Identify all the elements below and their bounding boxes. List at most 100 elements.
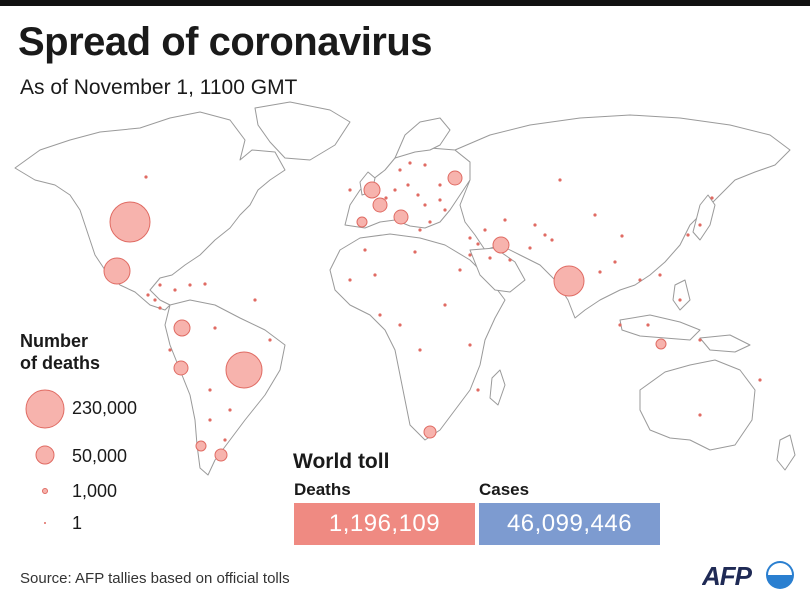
country-death-dot xyxy=(508,258,512,262)
country-death-bubble xyxy=(103,257,131,285)
country-death-dot xyxy=(158,283,162,287)
legend-item-large: 230,000 xyxy=(0,388,200,429)
country-death-dot xyxy=(686,233,690,237)
country-death-dot xyxy=(528,246,532,250)
country-death-dot xyxy=(416,193,420,197)
legend-item-medium: 50,000 xyxy=(0,443,200,483)
legend-bubble-1000 xyxy=(42,488,48,494)
page-title: Spread of coronavirus xyxy=(18,20,433,64)
country-death-bubble xyxy=(423,425,437,439)
country-death-dot xyxy=(378,313,382,317)
greenland-landmass xyxy=(254,101,351,161)
legend-label: 1 xyxy=(72,513,83,533)
country-death-dot xyxy=(483,228,487,232)
country-death-dot xyxy=(398,168,402,172)
country-death-dot xyxy=(476,242,480,246)
country-death-dot xyxy=(543,233,547,237)
country-death-bubble xyxy=(393,209,409,225)
new-zealand-landmass xyxy=(776,434,796,471)
world-toll-title: World toll xyxy=(293,450,390,473)
country-death-bubble xyxy=(109,201,151,243)
country-death-bubble xyxy=(173,360,189,376)
country-death-dot xyxy=(438,183,442,187)
country-death-dot xyxy=(710,196,714,200)
country-death-dot xyxy=(228,408,232,412)
afp-logo: AFP xyxy=(701,558,798,599)
country-death-dot xyxy=(428,220,432,224)
country-death-dot xyxy=(146,293,150,297)
legend-bubble-50000 xyxy=(35,445,55,465)
country-death-dot xyxy=(408,161,412,165)
country-death-dot xyxy=(153,298,157,302)
country-death-dot xyxy=(468,343,472,347)
cases-total-box: 46,099,446 xyxy=(479,503,660,545)
source-note: Source: AFP tallies based on official to… xyxy=(20,570,290,587)
country-death-dot xyxy=(203,282,207,286)
country-death-bubble xyxy=(492,236,510,254)
country-death-dot xyxy=(598,270,602,274)
country-death-dot xyxy=(158,306,162,310)
japan-landmass xyxy=(692,194,716,241)
country-death-bubble xyxy=(356,216,368,228)
country-death-dot xyxy=(758,378,762,382)
legend-label: 1,000 xyxy=(72,481,118,501)
legend-item-tiny: 1 xyxy=(0,512,200,552)
madagascar-landmass xyxy=(489,369,506,406)
country-death-dot xyxy=(458,268,462,272)
country-death-dot xyxy=(213,326,217,330)
country-death-bubble xyxy=(447,170,463,186)
country-death-dot xyxy=(638,278,642,282)
country-death-bubble xyxy=(195,440,207,452)
africa-landmass xyxy=(329,233,506,441)
country-death-dot xyxy=(173,288,177,292)
page-subtitle: As of November 1, 1100 GMT xyxy=(20,76,298,99)
country-death-dot xyxy=(468,236,472,240)
country-death-dot xyxy=(384,196,388,200)
scandinavia-landmass xyxy=(394,117,451,159)
country-death-dot xyxy=(418,228,422,232)
country-death-dot xyxy=(423,203,427,207)
cases-label: Cases xyxy=(479,480,530,499)
country-death-dot xyxy=(620,234,624,238)
country-death-dot xyxy=(363,248,367,252)
country-death-dot xyxy=(698,223,702,227)
country-death-dot xyxy=(406,183,410,187)
australia-landmass xyxy=(639,359,756,451)
country-death-dot xyxy=(678,298,682,302)
country-death-dot xyxy=(443,303,447,307)
country-death-dot xyxy=(698,413,702,417)
country-death-bubble xyxy=(553,265,585,297)
country-death-dot xyxy=(438,198,442,202)
country-death-dot xyxy=(398,323,402,327)
country-death-dot xyxy=(348,188,352,192)
country-death-dot xyxy=(418,348,422,352)
country-death-dot xyxy=(348,278,352,282)
country-death-bubble xyxy=(225,351,263,389)
country-death-dot xyxy=(268,338,272,342)
new-guinea-landmass xyxy=(699,334,751,353)
country-death-bubble xyxy=(655,338,667,350)
afp-logo-text: AFP xyxy=(702,561,753,591)
country-death-dot xyxy=(144,175,148,179)
country-death-dot xyxy=(253,298,257,302)
country-death-dot xyxy=(533,223,537,227)
legend-label: 50,000 xyxy=(72,446,128,466)
country-death-dot xyxy=(646,323,650,327)
country-death-dot xyxy=(393,188,397,192)
legend-label: 230,000 xyxy=(72,398,138,418)
country-death-bubble xyxy=(363,181,381,199)
asia-landmass xyxy=(454,114,791,319)
country-death-bubble xyxy=(173,319,191,337)
country-death-dot xyxy=(413,250,417,254)
country-death-dot xyxy=(443,208,447,212)
country-death-dot xyxy=(476,388,480,392)
deaths-label: Deaths xyxy=(294,480,351,499)
country-death-dot xyxy=(503,218,507,222)
country-death-dot xyxy=(488,256,492,260)
world-map xyxy=(14,101,796,476)
country-death-dot xyxy=(423,163,427,167)
country-death-dot xyxy=(468,253,472,257)
country-death-dot xyxy=(613,260,617,264)
country-death-dot xyxy=(373,273,377,277)
indonesia-landmass xyxy=(619,314,701,341)
